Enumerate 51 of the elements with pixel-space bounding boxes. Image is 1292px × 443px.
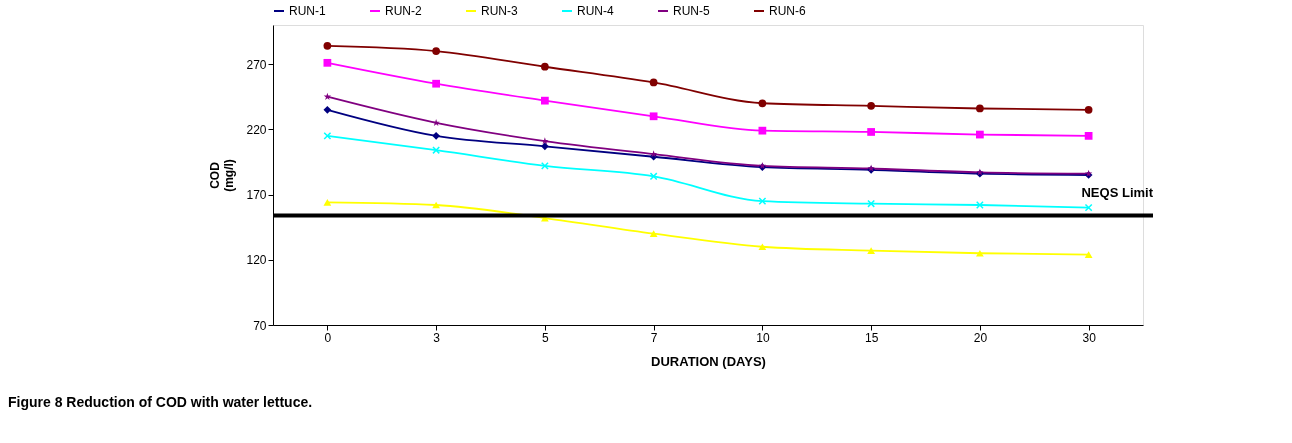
ref-line-label: NEQS Limit [1081, 185, 1154, 201]
point [758, 243, 767, 251]
point [867, 102, 875, 110]
legend-label: RUN-1 [289, 4, 326, 18]
point [541, 137, 549, 145]
point [1084, 132, 1093, 140]
legend-label: RUN-2 [385, 4, 422, 18]
x-axis-title: DURATION (DAYS) [651, 353, 766, 369]
point [432, 132, 440, 140]
legend-label: RUN-5 [673, 4, 710, 18]
point [541, 142, 549, 151]
point [323, 58, 332, 67]
x-tick-label: 10 [756, 330, 770, 345]
x-tick-label: 0 [324, 330, 332, 345]
point [758, 126, 767, 135]
point [1084, 105, 1093, 114]
point [432, 47, 440, 55]
x-tick-label: 30 [1082, 330, 1097, 345]
point [541, 96, 549, 105]
caption: Figure 8 Reduction of COD with water lettuce. [8, 394, 313, 410]
point [758, 99, 767, 108]
y-tick-label: 70 [253, 318, 267, 333]
y-tick-label: 220 [246, 122, 267, 137]
point [867, 128, 875, 136]
legend-label: RUN-6 [769, 4, 806, 18]
y-tick-label: 270 [246, 57, 267, 72]
y-axis-title: COD (mg/l) [208, 159, 237, 192]
point [323, 105, 332, 114]
point [867, 247, 875, 255]
point [1084, 251, 1093, 258]
x-tick-label: 15 [864, 330, 879, 345]
point [541, 62, 549, 71]
point [323, 42, 332, 50]
y-tick-label: 120 [246, 253, 267, 268]
point [323, 199, 332, 206]
point [432, 79, 440, 88]
point [976, 104, 984, 113]
legend-label: RUN-3 [481, 4, 518, 18]
point [976, 130, 984, 139]
x-tick-label: 5 [542, 330, 550, 345]
point [649, 78, 658, 87]
x-tick-label: 3 [433, 330, 441, 345]
x-tick-label: 20 [973, 330, 988, 345]
point [649, 112, 658, 121]
x-tick-label: 7 [650, 330, 658, 345]
point [649, 230, 658, 238]
point [1084, 203, 1093, 212]
legend-label: RUN-4 [577, 4, 614, 18]
point [976, 249, 984, 257]
y-tick-label: 170 [246, 188, 267, 203]
point [540, 161, 549, 170]
